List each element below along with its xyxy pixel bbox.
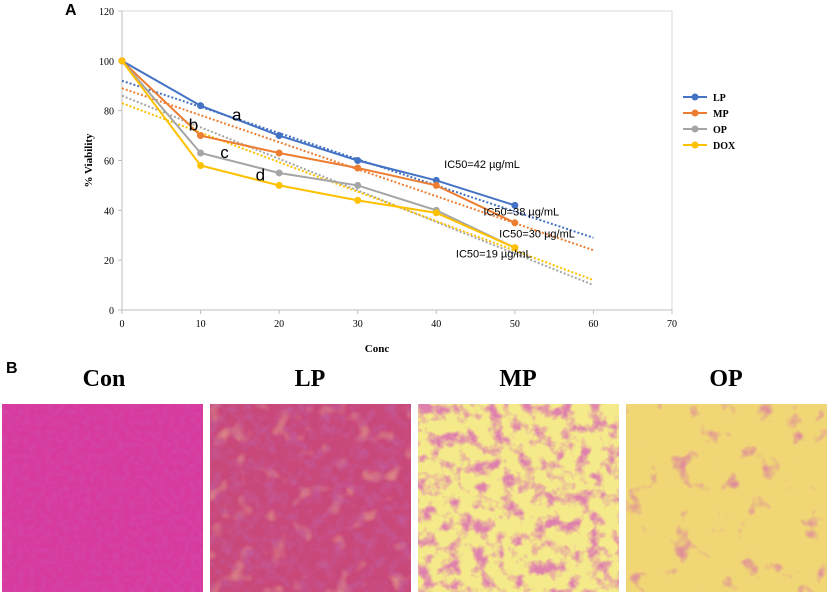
x-tick-label: 10 (196, 319, 206, 330)
viability-line-chart: 0 10 20 30 40 50 60 70 0 20 40 60 80 100 120 Conc % Viab… (83, 7, 736, 355)
data-point-lp (197, 102, 205, 110)
data-point-mp (511, 219, 519, 227)
data-point-dox (118, 57, 126, 65)
annotation-ic50: IC50=30 µg/mL (499, 229, 575, 241)
panel-label-a: A (65, 2, 77, 19)
annotation-ic50: IC50=38 µg/mL (483, 206, 559, 218)
data-point-mp (432, 181, 440, 189)
data-point-lp (511, 201, 519, 209)
y-tick-label: 20 (104, 256, 114, 267)
micrograph-label-lp: LP (294, 366, 326, 392)
x-tick-label: 70 (667, 319, 677, 330)
data-point-dox (511, 244, 519, 252)
series-line-dox (121, 60, 516, 249)
legend-marker-op (691, 125, 699, 133)
annotation-letter: c (220, 143, 229, 162)
x-tick-label: 20 (274, 319, 284, 330)
y-tick-label: 100 (99, 57, 114, 68)
legend-label-op: OP (713, 125, 727, 136)
x-tick-label: 60 (588, 319, 598, 330)
legend-label-mp: MP (713, 109, 729, 120)
micrograph-label-con: Con (82, 366, 126, 392)
x-tick-label: 0 (120, 319, 125, 330)
data-point-dox (197, 161, 205, 169)
plot-frame (121, 10, 673, 311)
y-tick-label: 40 (104, 206, 114, 217)
data-point-dox (432, 209, 440, 217)
legend-marker-lp (691, 93, 699, 101)
legend-marker-mp (691, 109, 699, 117)
trendline-op (121, 94, 594, 287)
micrograph-con (2, 404, 203, 592)
legend-label-lp: LP (713, 93, 726, 104)
micrograph-label-mp: MP (499, 366, 537, 392)
x-tick-label: 40 (431, 319, 441, 330)
data-point-lp (354, 157, 362, 164)
micrograph-lp (210, 404, 411, 592)
series-line-mp (121, 60, 516, 224)
annotation-letter: a (232, 106, 242, 125)
annotation-letter: d (256, 165, 265, 184)
annotation-ic50: IC50=42 µg/mL (444, 159, 520, 171)
annotation-ic50: IC50=19 µg/mL (456, 249, 532, 261)
data-point-dox (275, 181, 283, 189)
data-point-dox (354, 196, 362, 204)
annotation-letter: b (189, 116, 198, 135)
micrograph-label-op: OP (709, 366, 743, 392)
data-point-op (197, 149, 205, 157)
y-tick-label: 80 (104, 107, 114, 118)
y-axis-title: % Viability (83, 133, 95, 188)
x-axis-title: Conc (365, 343, 390, 355)
x-tick-label: 50 (510, 319, 520, 330)
data-point-op (275, 169, 283, 177)
data-point-mp (197, 132, 205, 140)
panel-label-b: B (6, 360, 18, 377)
micrograph-op (626, 404, 827, 592)
series-line-op (121, 60, 516, 249)
data-point-lp (432, 176, 440, 184)
micrograph-mp (418, 404, 619, 592)
y-tick-label: 0 (109, 306, 114, 317)
data-point-lp (275, 132, 283, 140)
y-tick-label: 120 (99, 7, 114, 18)
data-point-mp (275, 149, 283, 157)
y-tick-label: 60 (104, 157, 114, 168)
legend-marker-dox (691, 141, 699, 149)
legend-label-dox: DOX (713, 141, 736, 152)
series-line-lp (121, 59, 516, 207)
data-point-op (354, 181, 362, 189)
data-point-mp (354, 164, 362, 172)
x-tick-label: 30 (353, 319, 363, 330)
